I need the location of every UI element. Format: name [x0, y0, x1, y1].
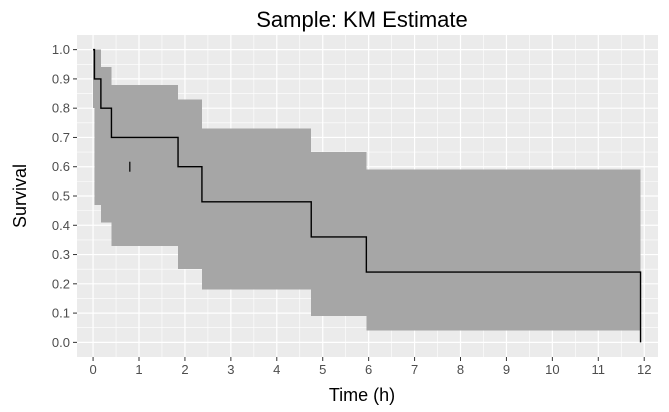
x-tick-label: 6: [365, 362, 372, 377]
x-tick-label: 11: [592, 362, 606, 377]
y-axis: 0.0 0.1 0.2 0.3 0.4 0.5 0.6 0.7 0.8 0.9 1.0: [52, 42, 77, 350]
x-tick-label: 0: [89, 362, 96, 377]
x-tick-label: 8: [457, 362, 464, 377]
ci-ribbon-segment: [100, 67, 112, 223]
y-tick-label: 0.2: [52, 276, 70, 291]
x-tick-label: 7: [411, 362, 418, 377]
ci-ribbon-segment: [94, 49, 101, 205]
y-tick-label: 1.0: [52, 42, 70, 57]
x-axis-label: Time (h): [329, 385, 395, 405]
y-tick-label: 0.9: [52, 71, 70, 86]
y-tick-label: 0.7: [52, 130, 70, 145]
x-tick-label: 3: [227, 362, 234, 377]
ci-ribbon-segment: [178, 99, 202, 270]
y-axis-label: Survival: [10, 164, 30, 228]
survival-line-layer: [93, 48, 642, 343]
y-tick-label: 0.1: [52, 306, 70, 321]
ci-ribbon-segment: [111, 84, 179, 246]
y-tick-label: 0.6: [52, 159, 70, 174]
x-axis: 0 1 2 3 4 5 6 7 8 9 10 11 12: [89, 357, 651, 377]
x-tick-label: 10: [545, 362, 559, 377]
y-tick-label: 0.5: [52, 189, 70, 204]
x-tick-label: 9: [503, 362, 510, 377]
x-tick-label: 4: [273, 362, 280, 377]
y-tick-label: 0.3: [52, 247, 70, 262]
x-tick-label: 12: [637, 362, 651, 377]
y-tick-label: 0.4: [52, 218, 70, 233]
x-tick-label: 2: [181, 362, 188, 377]
ci-ribbon-segment: [366, 169, 641, 331]
y-tick-label: 0.0: [52, 335, 70, 350]
y-tick-label: 0.8: [52, 101, 70, 116]
x-tick-label: 1: [135, 362, 142, 377]
confidence-ribbon-layer: [93, 49, 641, 343]
ci-ribbon-segment: [201, 128, 312, 290]
x-tick-label: 5: [319, 362, 326, 377]
ci-ribbon-segment: [311, 152, 367, 317]
survival-step-line: [93, 48, 642, 343]
chart-title: Sample: KM Estimate: [256, 7, 468, 32]
